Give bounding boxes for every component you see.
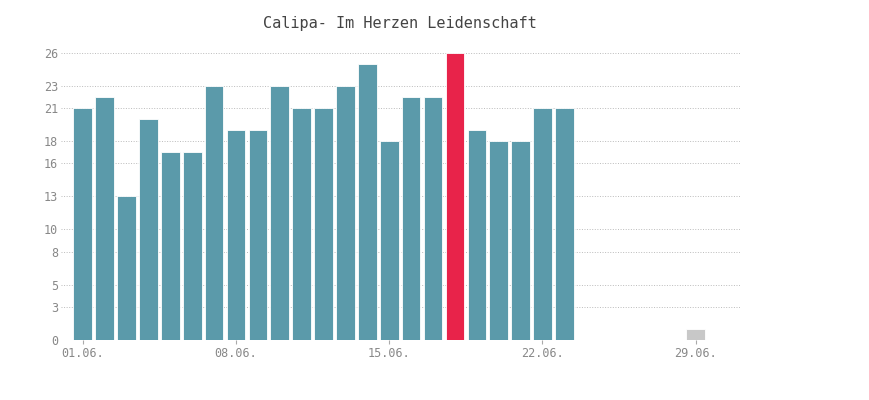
Bar bbox=[227, 130, 245, 340]
Bar bbox=[445, 52, 464, 340]
Bar bbox=[292, 108, 310, 340]
Bar bbox=[489, 141, 507, 340]
Bar bbox=[358, 64, 376, 340]
Bar bbox=[533, 108, 551, 340]
Bar bbox=[73, 108, 92, 340]
Bar bbox=[182, 152, 202, 340]
Bar bbox=[249, 130, 267, 340]
Bar bbox=[96, 97, 114, 340]
Title: Calipa- Im Herzen Leidenschaft: Calipa- Im Herzen Leidenschaft bbox=[263, 16, 536, 31]
Bar bbox=[380, 141, 398, 340]
Bar bbox=[335, 86, 355, 340]
Bar bbox=[554, 108, 573, 340]
Bar bbox=[117, 196, 136, 340]
Bar bbox=[161, 152, 180, 340]
Bar bbox=[204, 86, 223, 340]
Bar bbox=[467, 130, 486, 340]
Bar bbox=[139, 119, 157, 340]
Bar bbox=[270, 86, 289, 340]
Bar bbox=[401, 97, 420, 340]
Bar bbox=[423, 97, 441, 340]
Bar bbox=[314, 108, 333, 340]
Bar bbox=[686, 329, 704, 340]
Bar bbox=[511, 141, 529, 340]
